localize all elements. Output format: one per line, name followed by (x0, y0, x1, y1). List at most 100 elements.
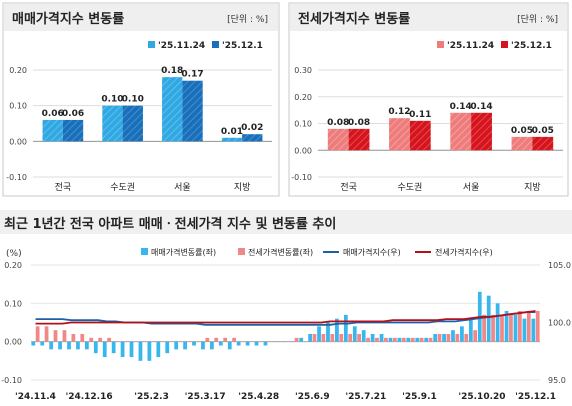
lease-category-label: 지방 (524, 182, 541, 193)
trend-sale-bar (433, 334, 438, 342)
trend-sale-bar (343, 314, 348, 342)
trend-lease-bar (517, 311, 522, 342)
trend-legend-swatch (238, 248, 245, 255)
trend-left-tick-label: 0.00 (4, 338, 22, 347)
sale-panel-unit: [단위 : %] (227, 14, 268, 25)
trend-sale-bar (299, 337, 304, 342)
trend-panel: 최근 1년간 전국 아파트 매매ㆍ전세가격 지수 및 변동률 추이 (%) 0.… (0, 209, 572, 406)
lease-ytick-label: 0.10 (294, 120, 312, 129)
sale-bar (62, 119, 84, 142)
lease-data-label: 0.05 (532, 126, 554, 136)
trend-sale-bar (442, 334, 446, 342)
trend-lease-bar (44, 326, 49, 342)
trend-x-tick-label: '24.11.4 (15, 392, 56, 402)
lease-data-label: 0.08 (327, 118, 349, 128)
sale-legend-label: '25.12.1 (222, 41, 263, 51)
trend-sale-bar (58, 341, 62, 350)
trend-sale-bar (486, 295, 491, 342)
trend-lease-bar (321, 334, 326, 342)
trend-lease-bar (473, 330, 478, 342)
sale-panel-frame (2, 2, 280, 197)
trend-y-unit: (%) (6, 249, 22, 259)
trend-sale-bar (379, 334, 384, 342)
trend-sale-bar (31, 341, 36, 346)
trend-sale-bar (504, 311, 509, 342)
trend-sale-bar (236, 341, 241, 346)
trend-sale-bar (84, 341, 89, 350)
trend-sale-bar (76, 341, 80, 350)
sale-bar (122, 105, 143, 142)
trend-lease-bar (366, 337, 370, 342)
lease-data-label: 0.14 (470, 102, 492, 112)
trend-lease-bar (107, 337, 111, 342)
trend-sale-bar (361, 330, 366, 342)
trend-lease-bar (446, 334, 451, 342)
lease-bar (389, 118, 410, 151)
sale-bar (42, 119, 63, 142)
trend-sale-bar (424, 337, 429, 342)
lease-panel-unit: [단위 : %] (517, 14, 558, 25)
sale-category-label: 전국 (55, 182, 72, 193)
trend-lease-bar (232, 337, 236, 342)
trend-lease-bar (53, 330, 58, 342)
sale-bar (162, 77, 183, 142)
trend-legend-label: 전세가격변동률(좌) (248, 247, 313, 257)
lease-bar (532, 136, 554, 151)
trend-sale-bar (156, 341, 161, 357)
trend-lease-bar (419, 337, 424, 342)
trend-x-tick-label: '25.7.21 (345, 392, 386, 402)
trend-x-tick-label: '25.10.20 (458, 392, 505, 402)
lease-ytick-label: 0.00 (294, 146, 312, 155)
trend-lease-bar (375, 337, 379, 342)
trend-lease-bar (526, 311, 531, 342)
trend-sale-bar (522, 318, 527, 342)
sale-ytick-label: 0.00 (9, 137, 27, 146)
sale-ytick-label: -0.10 (6, 173, 27, 182)
lease-bar (471, 112, 492, 151)
trend-sale-bar (531, 318, 536, 342)
trend-sale-bar (415, 337, 420, 342)
trend-left-tick-label: 0.20 (4, 261, 22, 270)
trend-left-tick-label: -0.10 (1, 376, 22, 385)
trend-x-tick-label: '25.4.28 (238, 392, 279, 402)
lease-legend-label: '25.11.24 (447, 41, 494, 51)
trend-x-tick-label: '24.12.16 (65, 392, 112, 402)
trend-sale-bar (40, 341, 45, 346)
sale-bar (221, 137, 243, 142)
trend-sale-bar (406, 337, 411, 342)
sale-legend-swatch (148, 41, 155, 48)
sale-data-label: 0.18 (161, 66, 183, 76)
trend-sale-bar (317, 326, 321, 342)
trend-lease-bar (482, 314, 487, 342)
trend-lease-bar (80, 334, 85, 342)
trend-lease-bar (500, 314, 504, 342)
trend-lease-bar (410, 337, 415, 342)
trend-panel-title: 최근 1년간 전국 아파트 매매ㆍ전세가격 지수 및 변동률 추이 (4, 216, 336, 232)
trend-sale-bar (397, 337, 402, 342)
trend-lease-bar (464, 334, 469, 342)
sale-bar (102, 105, 123, 142)
lease-ytick-label: 0.20 (294, 93, 312, 102)
trend-sale-bar (129, 341, 134, 357)
trend-lease-bar (437, 334, 442, 342)
lease-ytick-label: 0.30 (294, 66, 312, 75)
trend-lease-bar (339, 334, 344, 342)
trend-lease-index-line (35, 310, 536, 325)
trend-sale-bar (93, 341, 98, 354)
trend-lease-bar (62, 330, 67, 342)
sale-bar (182, 80, 203, 142)
trend-sale-bar (138, 341, 143, 361)
sale-panel: 매매가격지수 변동률 [단위 : %] 0.20 0.10 0.00 -0.10 전국 0… (2, 2, 280, 197)
trend-lease-bar (312, 334, 317, 342)
trend-sale-bar (352, 326, 357, 342)
trend-lease-bar (294, 337, 299, 342)
sale-category-label: 지방 (234, 182, 251, 193)
trend-sale-bar (192, 341, 196, 346)
sale-data-label: 0.01 (221, 127, 243, 137)
lease-panel-title: 전세가격지수 변동률 (298, 11, 410, 27)
lease-legend-swatch (501, 41, 508, 48)
sale-ytick-label: 0.20 (9, 66, 27, 75)
trend-sale-bar (451, 330, 455, 342)
trend-sale-bar (49, 341, 54, 350)
